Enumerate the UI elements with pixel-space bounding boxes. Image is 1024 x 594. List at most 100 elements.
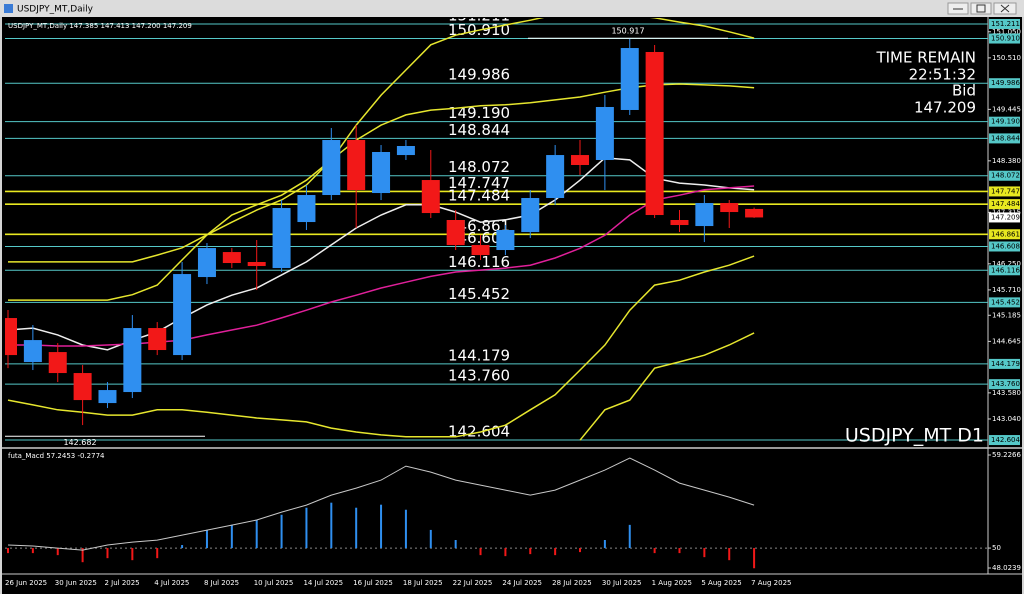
x-tick-label: 24 Jul 2025	[502, 579, 542, 587]
y-tick-label: 48.0239	[992, 564, 1021, 572]
level-price-box	[989, 199, 1020, 210]
histogram-bar	[728, 548, 731, 561]
main-overlay: USDJPY_MT,Daily 147.385 147.413 147.200 …	[5, 22, 984, 447]
candle-body	[670, 220, 689, 226]
level-price-label: 148.072	[991, 172, 1020, 180]
candle-body	[272, 208, 291, 269]
candle-body	[297, 195, 316, 223]
level-price-label: 147.484	[991, 200, 1020, 208]
level-price-label: 150.910	[991, 35, 1020, 43]
level-price-box	[989, 379, 1020, 390]
x-tick-label: 18 Jul 2025	[403, 579, 443, 587]
candle-body	[446, 220, 465, 246]
histogram-bar	[131, 548, 134, 561]
level-label: 146.116	[448, 253, 510, 271]
histogram-bar	[554, 548, 557, 556]
x-tick-label: 1 Aug 2025	[652, 579, 692, 587]
histogram-bar	[703, 548, 706, 558]
level-price-label: 148.844	[991, 134, 1020, 142]
histogram-bar	[81, 548, 84, 563]
histogram-bar	[31, 548, 34, 554]
chart-background	[2, 17, 1022, 594]
histogram-bar	[454, 539, 457, 549]
level-price-label: 151.211	[991, 20, 1020, 28]
bid-price-box	[989, 212, 1020, 223]
candle-body	[396, 145, 415, 156]
x-tick-label: 5 Aug 2025	[701, 579, 741, 587]
candle-body	[620, 48, 639, 110]
x-tick-label: 14 Jul 2025	[303, 579, 343, 587]
bid-label: Bid	[952, 82, 976, 100]
y-tick-label: 143.580	[992, 389, 1021, 397]
y-tick-label: 143.040	[992, 415, 1021, 423]
x-tick-label: 28 Jul 2025	[552, 579, 592, 587]
x-tick-label: 8 Jul 2025	[204, 579, 239, 587]
indicator-line	[579, 332, 755, 441]
level-label: 148.844	[448, 121, 510, 139]
candle-body	[496, 230, 515, 251]
histogram-bar	[479, 548, 482, 556]
candle-body	[595, 106, 614, 161]
level-price-box	[989, 186, 1020, 197]
level-label: 145.452	[448, 285, 510, 303]
window-icon	[4, 4, 13, 13]
chart-header: USDJPY_MT,Daily 147.385 147.413 147.200 …	[8, 22, 192, 30]
candle-body	[197, 248, 216, 278]
histogram-bar	[7, 548, 9, 554]
histogram-bar	[504, 548, 507, 557]
macd-overlay: futa_Macd 57.2453 -0.2774	[8, 452, 105, 460]
macd-title: futa_Macd 57.2453 -0.2774	[8, 452, 105, 460]
candle-body	[247, 262, 266, 267]
x-tick-label: 4 Jul 2025	[154, 579, 189, 587]
level-label: 149.190	[448, 104, 510, 122]
level-label: 147.747	[448, 174, 510, 192]
level-price-label: 145.452	[991, 298, 1020, 306]
level-label: 151.211	[448, 6, 510, 24]
indicator-line	[7, 255, 755, 438]
level-price-box	[989, 78, 1020, 89]
candle-body	[695, 203, 714, 227]
y-tick-label: 50	[992, 544, 1001, 552]
level-price-box	[989, 297, 1020, 308]
level-price-label: 143.760	[991, 380, 1020, 388]
histogram-bar	[181, 545, 184, 549]
symbol-label: USDJPY_MT D1	[845, 425, 984, 447]
level-price-box	[989, 33, 1020, 44]
histogram-bar	[653, 548, 656, 554]
histogram-bar	[280, 514, 283, 549]
level-price-label: 144.179	[991, 360, 1020, 368]
histogram-bar	[355, 507, 358, 549]
candle-body	[5, 318, 17, 356]
x-tick-label: 30 Jun 2025	[55, 579, 97, 587]
histogram-bar	[678, 548, 681, 554]
level-price-label: 146.861	[991, 230, 1020, 238]
x-tick-label: 10 Jul 2025	[254, 579, 294, 587]
close-icon	[1000, 4, 1010, 13]
level-label: 149.986	[448, 66, 510, 84]
candle-body	[745, 208, 764, 218]
level-price-box	[989, 241, 1020, 252]
histogram-bar	[380, 504, 383, 549]
window-buttons[interactable]	[947, 2, 1017, 15]
maximize-button[interactable]	[970, 2, 992, 15]
level-price-label: 149.986	[991, 79, 1020, 87]
level-price-label: 149.190	[991, 118, 1020, 126]
x-tick-label: 7 Aug 2025	[751, 579, 791, 587]
candle-body	[521, 198, 540, 233]
time-remain: 22:51:32	[909, 66, 976, 84]
histogram-bar	[205, 529, 208, 549]
main-panel: 151.211150.910149.986149.190148.844148.0…	[5, 6, 988, 441]
title-bar	[0, 0, 1024, 17]
level-price-label: 146.116	[991, 266, 1020, 274]
candle-body	[421, 180, 440, 214]
candle-body	[73, 373, 92, 401]
x-tick-label: 26 Jun 2025	[5, 579, 47, 587]
histogram-bar	[628, 524, 631, 549]
price-axis: 151.050 150.510 149.445 148.380 147.315 146.2…	[988, 18, 1021, 572]
window-title: USDJPY_MT,Daily	[17, 5, 94, 15]
candle-body	[23, 340, 42, 363]
y-tick-label: 145.185	[992, 311, 1021, 319]
level-label: 148.072	[448, 158, 510, 176]
histogram-bar	[56, 548, 59, 556]
